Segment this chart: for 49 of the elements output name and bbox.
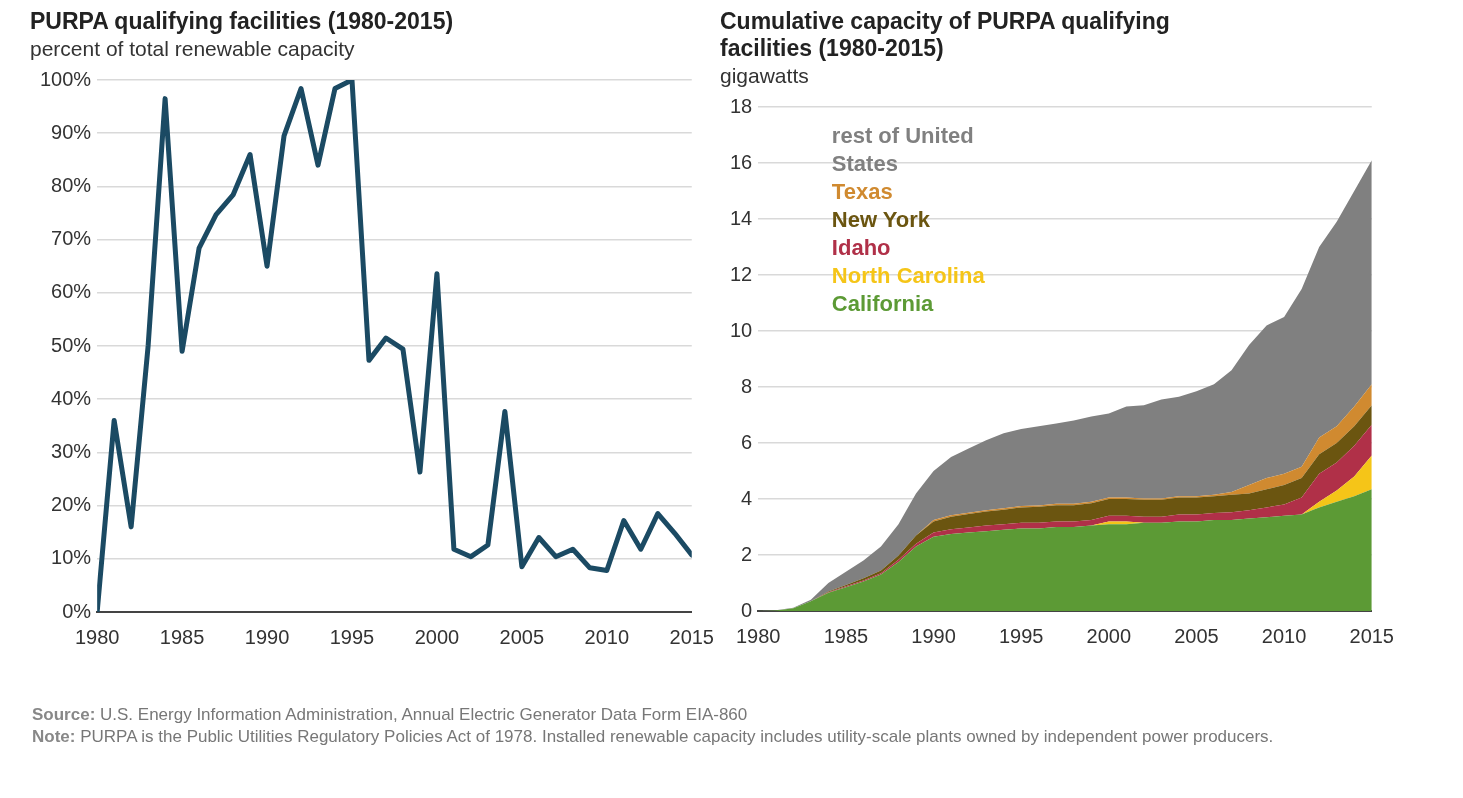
x-tick-label: 1990 [244, 625, 290, 648]
x-tick-label: 2015 [669, 625, 714, 648]
text: Idaho [831, 235, 891, 261]
x-tick-label: 2015 [1349, 624, 1394, 647]
x-tick-label: 1990 [911, 624, 956, 647]
text: Texas [831, 179, 893, 205]
y-tick-label: 0% [62, 599, 92, 622]
x-tick-label: 2010 [584, 625, 630, 648]
x-tick-label: 1985 [159, 625, 205, 648]
x-tick-label: 1980 [736, 624, 781, 647]
chart-subtitle: percent of total renewable capacity [30, 36, 356, 62]
y-tick-label: 100% [40, 67, 92, 90]
y-tick-label: 12 [730, 262, 753, 285]
y-tick-label: 4 [741, 486, 753, 509]
y-tick-label: 90% [51, 120, 92, 143]
y-tick-label: 6 [741, 430, 753, 453]
text: Note: PURPA is the Public Utilities Regulatory Policies Act of 1978. Installed renewable capacity includes utility-scale plants owned by independent power producers. [32, 726, 1275, 748]
x-tick-label: 2000 [414, 625, 460, 648]
x-tick-label: 2005 [1174, 624, 1219, 647]
x-tick-label: 2010 [1261, 624, 1307, 647]
y-tick-label: 2 [741, 542, 753, 565]
text: New York [831, 207, 931, 233]
y-tick-label: 16 [730, 150, 753, 173]
chart-subtitle: gigawatts [720, 63, 810, 89]
y-tick-label: 50% [51, 333, 92, 356]
x-tick-label: 2000 [1086, 624, 1132, 647]
y-tick-label: 18 [730, 94, 753, 117]
chart-title: Cumulative capacity of PURPA qualifying facilities (1980-2015) [720, 8, 1171, 62]
y-tick-label: 80% [51, 173, 92, 196]
y-tick-label: 20% [51, 493, 92, 516]
y-tick-label: 10% [51, 546, 92, 569]
chart-title: PURPA qualifying facilities (1980-2015) [30, 8, 455, 35]
text: California [831, 291, 935, 317]
y-tick-label: 40% [51, 386, 92, 409]
x-tick-label: 1985 [823, 624, 869, 647]
x-tick-label: 2005 [499, 625, 545, 648]
y-tick-label: 10 [730, 318, 753, 341]
y-tick-label: 0 [741, 598, 753, 621]
y-tick-label: 60% [51, 280, 92, 303]
source-note: Source: U.S. Energy Information Administration, Annual Electric Generator Data Form EIA-860 [32, 704, 749, 726]
y-tick-label: 14 [730, 206, 753, 229]
x-tick-label: 1980 [74, 625, 120, 648]
text: North Carolina [831, 263, 986, 289]
text: rest of United States [831, 123, 974, 177]
y-tick-label: 8 [741, 374, 753, 397]
x-tick-label: 1995 [329, 625, 375, 648]
y-tick-label: 30% [51, 439, 92, 462]
x-tick-label: 1995 [998, 624, 1044, 647]
y-tick-label: 70% [51, 227, 92, 250]
